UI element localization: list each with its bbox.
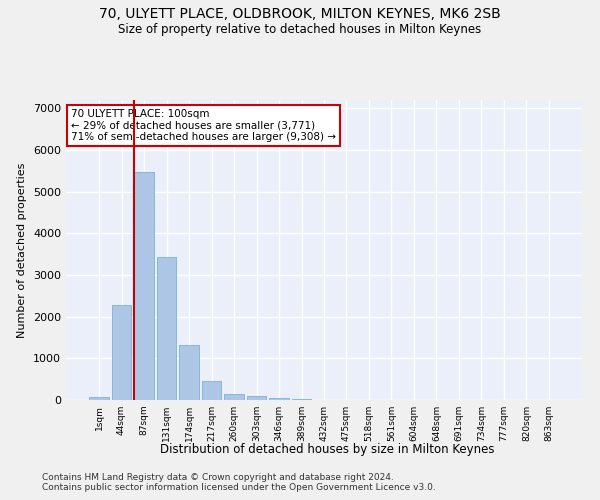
Text: Contains public sector information licensed under the Open Government Licence v3: Contains public sector information licen… [42, 484, 436, 492]
Text: Distribution of detached houses by size in Milton Keynes: Distribution of detached houses by size … [160, 442, 494, 456]
Bar [134, 172, 154, 400]
Y-axis label: Number of detached properties: Number of detached properties [17, 162, 28, 338]
Bar [157, 257, 176, 400]
Bar [112, 305, 131, 400]
Bar [179, 346, 199, 400]
Text: Contains HM Land Registry data © Crown copyright and database right 2024.: Contains HM Land Registry data © Crown c… [42, 472, 394, 482]
Bar [292, 399, 311, 400]
Text: 70, ULYETT PLACE, OLDBROOK, MILTON KEYNES, MK6 2SB: 70, ULYETT PLACE, OLDBROOK, MILTON KEYNE… [99, 8, 501, 22]
Bar [89, 397, 109, 400]
Bar [224, 394, 244, 400]
Bar [202, 381, 221, 400]
Text: 70 ULYETT PLACE: 100sqm
← 29% of detached houses are smaller (3,771)
71% of semi: 70 ULYETT PLACE: 100sqm ← 29% of detache… [71, 109, 336, 142]
Bar [247, 396, 266, 400]
Bar [269, 398, 289, 400]
Text: Size of property relative to detached houses in Milton Keynes: Size of property relative to detached ho… [118, 22, 482, 36]
